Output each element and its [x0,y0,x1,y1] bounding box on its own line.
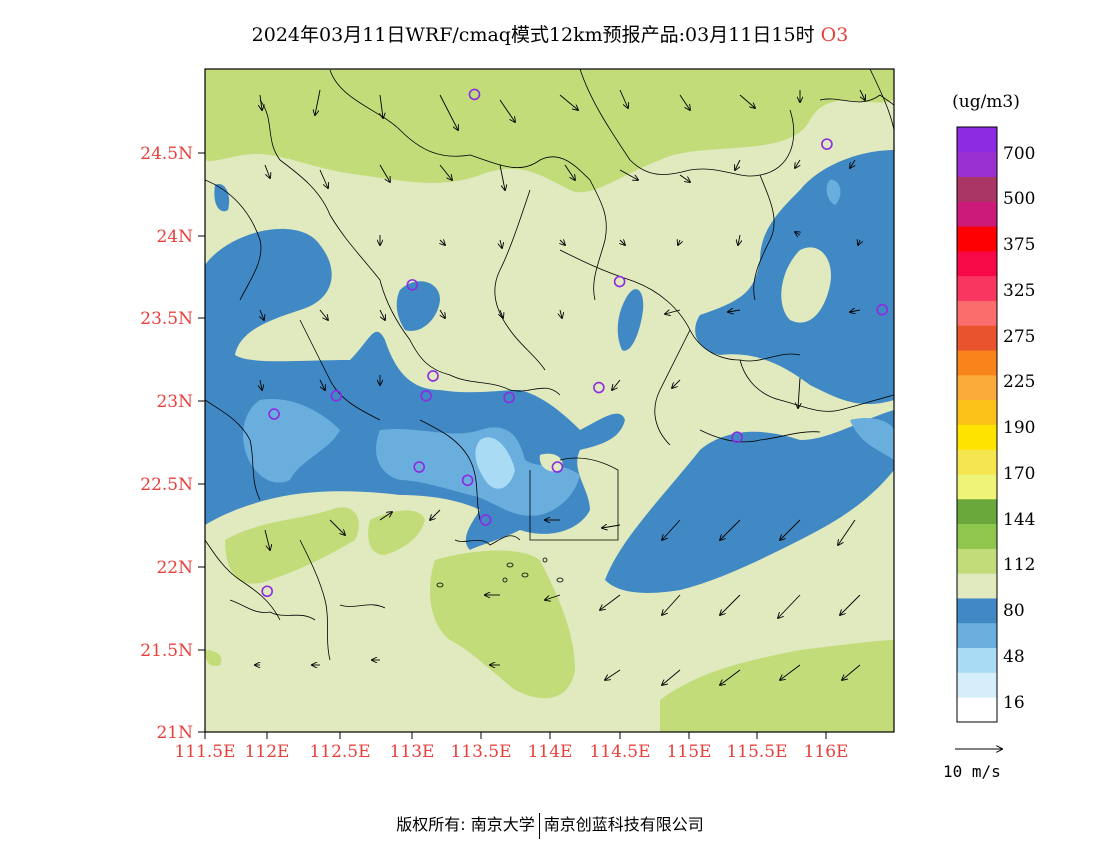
lon-tick-label: 114E [528,742,573,762]
field-112-144-north [205,69,894,193]
colorbar-swatches [957,127,997,723]
title-species: O3 [820,24,849,46]
station-marker [468,88,481,101]
station-marker [503,391,515,404]
station-marker [593,381,605,394]
station-marker [330,390,343,402]
colorbar-swatch [957,498,997,525]
concentration-field [205,69,894,732]
station-marker [731,431,743,444]
lon-tick-label: 113E [390,742,435,762]
colorbar-label: 375 [1003,235,1035,255]
colorbar-label: 500 [1003,189,1035,209]
lat-tick-label: 22.5N [140,475,193,495]
footer-left: 版权所有: 南京大学 [396,815,535,834]
field-48-80-southeast [605,410,894,593]
lat-tick-label: 23.5N [140,309,193,329]
map-title: 2024年03月11日WRF/cmaq模式12km预报产品:03月11日15时 … [0,20,1100,47]
station-marker [821,138,833,150]
colorbar-swatch [957,300,997,326]
lat-tick-label: 21.5N [140,641,193,661]
lat-tick-label: 24N [156,227,193,247]
wind-vectors [255,89,865,685]
colorbar-swatch [957,201,997,227]
colorbar-label: 325 [1003,281,1035,301]
colorbar-unit: (ug/m3) [952,92,1020,112]
lon-tick-label: 112.5E [309,742,370,762]
colorbar: (ug/m3) 700 500 375 325 275 225 190 170 … [952,92,1035,723]
colorbar-swatch [957,399,997,425]
footer-divider [538,812,540,839]
colorbar-labels: 700 500 375 325 275 225 190 170 144 112 … [1003,144,1035,713]
field-16-48 [475,437,515,489]
footer-right: 南京创蓝科技有限公司 [543,815,704,834]
colorbar-swatch [957,226,997,252]
lat-tick-label: 21N [156,723,193,743]
colorbar-swatch [957,250,997,277]
lat-tick-label: 23N [156,392,193,412]
colorbar-swatch [957,474,997,500]
colorbar-swatch [957,573,997,599]
station-marker [261,585,273,598]
colorbar-swatch [957,622,997,649]
colorbar-swatch [957,374,997,401]
colorbar-label: 700 [1003,144,1035,164]
colorbar-label: 80 [1003,601,1025,621]
colorbar-label: 190 [1003,418,1035,438]
colorbar-swatch [957,325,997,351]
coastline-islands [229,429,821,621]
copyright-footer: 版权所有: 南京大学 南京创蓝科技有限公司 [0,811,1100,839]
colorbar-swatch [957,523,997,549]
colorbar-swatch [957,176,997,202]
station-marker [268,408,280,420]
vector-legend: 10 m/s [943,749,1002,781]
lon-tick-label: 116E [804,742,849,762]
colorbar-swatch [957,672,997,698]
colorbar-swatch [957,647,997,673]
station-marker [406,279,419,291]
station-marker [479,514,492,526]
colorbar-swatch [957,275,997,301]
colorbar-swatch [957,697,997,723]
station-marker [613,275,626,288]
lon-tick-label: 112E [245,742,290,762]
colorbar-swatch [957,127,997,153]
station-marker [427,370,439,382]
colorbar-label: 144 [1003,510,1035,530]
lat-tick-label: 22N [156,558,193,578]
station-marker [551,461,564,473]
lon-tick-label: 113.5E [450,742,511,762]
lon-tick-label: 115.5E [726,742,787,762]
admin-boundaries [205,69,894,661]
lon-tick-label: 114.5E [589,742,650,762]
latitude-axis: 24.5N 24N 23.5N 23N 22.5N 22N 21.5N 21N [140,144,205,743]
colorbar-label: 275 [1003,327,1035,347]
lon-tick-label: 111.5E [174,742,235,762]
longitude-axis: 111.5E 112E 112.5E 113E 113.5E 114E 114.… [174,732,848,762]
colorbar-swatch [957,598,997,624]
colorbar-label: 112 [1003,555,1035,575]
colorbar-swatch [957,449,997,475]
colorbar-label: 170 [1003,464,1035,484]
colorbar-swatch [957,350,997,376]
station-marker [461,474,474,487]
colorbar-swatch [957,424,997,450]
colorbar-swatch [957,151,997,177]
colorbar-label: 48 [1003,647,1025,667]
lon-tick-label: 115E [667,742,712,762]
field-112-144-south [430,550,575,699]
lat-tick-label: 24.5N [140,144,193,164]
colorbar-label: 16 [1003,693,1025,713]
colorbar-label: 225 [1003,372,1035,392]
station-marker [413,461,426,473]
colorbar-frame [956,126,998,723]
station-marker [420,390,432,402]
station-marker [876,303,888,316]
title-main: 2024年03月11日WRF/cmaq模式12km预报产品:03月11日15时 [251,24,815,46]
station-markers [261,88,888,598]
vector-legend-label: 10 m/s [943,762,1001,781]
colorbar-swatch [957,548,997,574]
